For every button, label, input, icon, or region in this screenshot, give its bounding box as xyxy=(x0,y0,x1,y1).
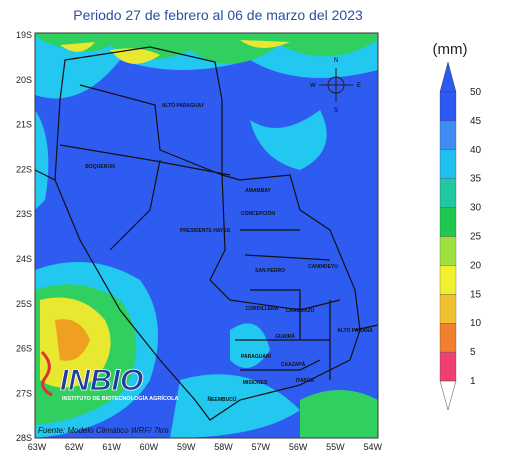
region-label: PRESIDENTE HAYES xyxy=(180,228,231,234)
legend-tick: 30 xyxy=(470,203,482,214)
legend-swatch xyxy=(439,91,457,122)
legend-swatch xyxy=(439,265,457,295)
logo-icon xyxy=(40,350,53,397)
region-label: CORDILLERA xyxy=(246,306,279,312)
region-label: MISIONES xyxy=(243,380,268,386)
lon-label: 62W xyxy=(65,442,84,452)
region-label: CONCEPCIÓN xyxy=(241,209,275,217)
region-label: ALTO PARAGUAY xyxy=(162,103,205,109)
legend-tick: 10 xyxy=(470,318,482,329)
lon-label: 63W xyxy=(28,442,47,452)
legend-tick: 20 xyxy=(470,260,482,271)
legend-tick: 1 xyxy=(470,376,476,387)
legend-tick: 40 xyxy=(470,145,482,156)
legend-arrow-bottom xyxy=(439,380,457,411)
lat-label: 21S xyxy=(16,120,32,130)
source: Fuente: Modelo Climático WRF/ 7km xyxy=(38,426,169,435)
lat-label: 26S xyxy=(16,344,32,354)
region-label: CANINDEYU xyxy=(308,264,338,270)
lat-label: 28S xyxy=(16,433,32,443)
legend-swatch xyxy=(439,149,457,179)
legend-swatch xyxy=(439,294,457,324)
legend-swatch xyxy=(439,178,457,208)
lat-label: 20S xyxy=(16,75,32,85)
legend-tick: 25 xyxy=(470,232,482,243)
compass-s: S xyxy=(334,108,338,114)
logo-name: INBIO xyxy=(60,364,143,397)
compass xyxy=(319,68,353,102)
region-label: AMAMBAY xyxy=(245,188,271,194)
lon-label: 61W xyxy=(102,442,121,452)
map-frame xyxy=(34,32,379,439)
legend-tick: 50 xyxy=(470,87,482,98)
region-label: ALTO PARANÁ xyxy=(337,327,373,334)
legend-swatch xyxy=(439,236,457,266)
region-label: GUAIRÁ xyxy=(275,333,295,340)
lon-label: 59W xyxy=(177,442,196,452)
region-label: CAAZAPÁ xyxy=(281,361,306,368)
region-label: ITAPÚA xyxy=(296,377,315,384)
region-label: CAAGUAZÚ xyxy=(286,307,315,314)
lat-label: 22S xyxy=(16,164,32,174)
lon-label: 58W xyxy=(214,442,233,452)
legend-arrow-top xyxy=(439,61,457,93)
compass-n: N xyxy=(334,58,338,64)
legend-unit: (mm) xyxy=(433,41,468,58)
region-label: SAN PEDRO xyxy=(255,268,285,274)
precip-field xyxy=(35,33,378,438)
boundaries xyxy=(34,46,379,421)
lat-label: 27S xyxy=(16,388,32,398)
lat-label: 19S xyxy=(16,30,32,40)
lon-label: 60W xyxy=(140,442,159,452)
legend-tick: 5 xyxy=(470,347,476,358)
legend-swatch xyxy=(439,351,457,382)
lat-label: 23S xyxy=(16,209,32,219)
legend-tick: 45 xyxy=(470,116,482,127)
region-label: ÑEEMBUCÚ xyxy=(208,396,237,403)
legend-tick: 35 xyxy=(470,174,482,185)
legend-tick: 15 xyxy=(470,289,482,300)
compass-e: E xyxy=(357,83,361,89)
lon-label: 54W xyxy=(363,442,382,452)
lat-label: 25S xyxy=(16,299,32,309)
region-label: PARAGUARÍ xyxy=(241,352,272,360)
lon-label: 56W xyxy=(289,442,308,452)
lon-label: 55W xyxy=(326,442,345,452)
region-label: BOQUERON xyxy=(85,164,115,170)
legend-swatch xyxy=(439,323,457,353)
compass-w: W xyxy=(310,83,316,89)
legend-swatch xyxy=(439,120,457,150)
lat-label: 24S xyxy=(16,254,32,264)
logo-subtitle: INSTITUTO DE BIOTECNOLOGÍA AGRÍCOLA xyxy=(62,394,179,402)
title: Periodo 27 de febrero al 06 de marzo del… xyxy=(73,7,363,23)
lon-label: 57W xyxy=(252,442,271,452)
legend-swatch xyxy=(439,207,457,237)
